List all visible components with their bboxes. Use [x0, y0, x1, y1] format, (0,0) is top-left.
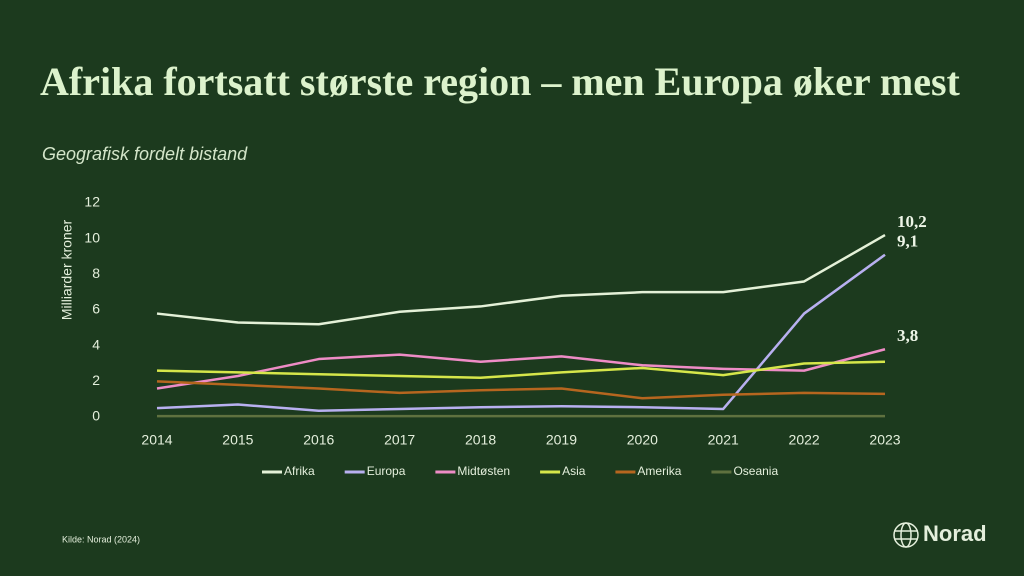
- y-tick-label: 6: [92, 301, 100, 317]
- x-tick-label: 2018: [465, 432, 496, 448]
- source: Kilde: Norad (2024): [62, 534, 140, 544]
- legend-label: Afrika: [284, 464, 315, 478]
- y-tick-label: 12: [84, 194, 100, 210]
- chart-title: Afrika fortsatt største region – men Eur…: [40, 59, 961, 104]
- y-tick-label: 0: [92, 408, 100, 424]
- x-tick-label: 2017: [384, 432, 415, 448]
- logo-text: Norad: [923, 521, 987, 546]
- x-tick-label: 2020: [627, 432, 658, 448]
- value-label: 9,1: [897, 232, 918, 251]
- series-line: [156, 380, 886, 400]
- x-tick-label: 2016: [303, 432, 334, 448]
- series-line: [156, 234, 886, 326]
- logo-icon: [893, 522, 919, 548]
- x-tick-label: 2022: [789, 432, 820, 448]
- y-tick-label: 2: [92, 372, 100, 388]
- x-tick-label: 2014: [141, 432, 172, 448]
- value-label: 10,2: [897, 212, 927, 231]
- series-line: [156, 360, 886, 380]
- y-tick-label: 4: [92, 336, 100, 352]
- y-tick-label: 10: [84, 229, 100, 245]
- chart-subtitle: Geografisk fordelt bistand: [42, 144, 248, 164]
- series-line: [156, 253, 886, 413]
- x-tick-label: 2021: [708, 432, 739, 448]
- y-tick-label: 8: [92, 265, 100, 281]
- legend-label: Amerika: [637, 464, 681, 478]
- x-tick-label: 2015: [222, 432, 253, 448]
- legend-label: Asia: [562, 464, 586, 478]
- y-axis-label: Milliarder kroner: [59, 219, 75, 320]
- legend-label: Oseania: [733, 464, 778, 478]
- legend-label: Midtøsten: [457, 464, 510, 478]
- x-tick-label: 2023: [869, 432, 900, 448]
- value-label: 3,8: [897, 326, 918, 345]
- legend-label: Europa: [367, 464, 406, 478]
- x-tick-label: 2019: [546, 432, 577, 448]
